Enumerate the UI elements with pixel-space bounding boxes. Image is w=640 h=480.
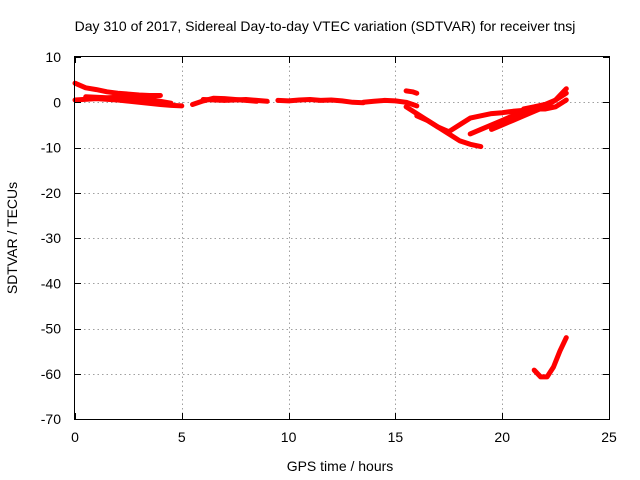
series-arc-5 [200,97,270,104]
x-axis-label: GPS time / hours [287,458,394,474]
series-arc-9 [403,88,420,96]
y-tick-label: -40 [41,275,61,291]
series-arc-10 [414,107,527,135]
x-tick-label: 25 [601,429,617,445]
chart-title: Day 310 of 2017, Sidereal Day-to-day VTE… [75,18,576,34]
x-tick-label: 15 [388,429,404,445]
y-tick-label: -60 [41,366,61,382]
x-tick-label: 10 [281,429,297,445]
series-arc-6 [275,97,366,106]
x-tick-label: 0 [71,429,79,445]
y-axis-label: SDTVAR / TECUs [4,182,20,294]
y-tick-label: 10 [45,49,61,65]
y-tick-label: -20 [41,185,61,201]
plot-frame [74,56,610,420]
y-tick-label: -30 [41,230,61,246]
data-series [72,80,569,380]
y-tick-label: -50 [41,321,61,337]
y-tick-label: -10 [41,140,61,156]
series-arc-11 [467,97,569,137]
series-arc-14 [531,335,569,380]
series-arc-7 [360,97,420,109]
series-arc-13 [521,86,569,112]
x-tick-label: 20 [494,429,510,445]
series-arc-3 [83,94,174,106]
x-tick-label: 5 [178,429,186,445]
axis-ticks: 0 5 10 15 20 25 -70 -60 -50 -40 -30 -20 -10 0 10 [41,49,617,445]
y-tick-label: -70 [41,411,61,427]
y-tick-label: 0 [53,94,61,110]
series-arc-1 [72,80,163,98]
